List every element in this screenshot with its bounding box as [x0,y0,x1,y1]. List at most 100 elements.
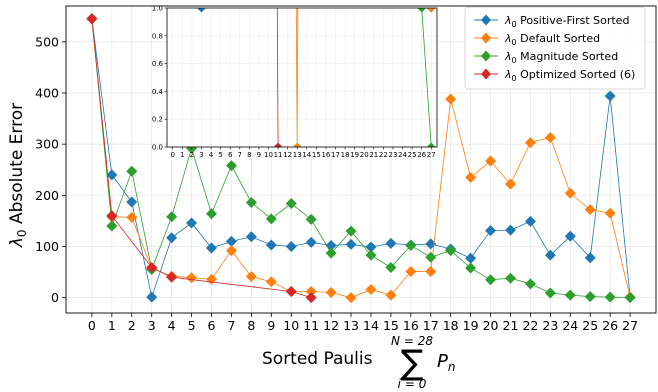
data-point [345,292,357,304]
data-point [624,292,636,304]
x-tick-label: 14 [363,318,379,333]
data-point [166,232,178,244]
data-point [485,155,497,167]
legend-diamond-icon [481,14,491,26]
legend-item: λ0 Positive-First Sorted [474,14,629,29]
inset-x-tick-label: 23 [388,151,397,159]
inset-x-tick-label: 25 [408,151,417,159]
series-line [91,18,631,299]
y-axis-ticks: 0 100 200 300 400 500 [35,34,66,305]
inset-x-tick-label: 15 [312,151,321,159]
x-tick-label: 21 [503,318,519,333]
inset-x-tick-label: 5 [218,151,222,159]
data-point [305,286,317,298]
data-point [385,261,397,273]
inset-x-tick-label: 12 [283,151,292,159]
legend-item: λ0 Magnitude Sorted [474,50,618,65]
inset-x-tick-label: 4 [209,151,214,159]
data-point [425,266,437,278]
inset-x-ticks: 0 1 2 3 4 5 6 7 8 9 10 11 12 13 14 15 16 17 18 19 20 21 22 23 24… [171,147,436,159]
data-point [126,196,138,208]
legend-diamond-icon [481,68,491,80]
x-tick-label: 13 [343,318,359,333]
data-point [305,236,317,248]
data-point [106,169,118,181]
inset-chart: 0 1 2 3 4 5 6 7 8 9 10 11 12 13 14 15 16 17 18 19 20 21 22 23 24… [152,5,438,159]
inset-x-tick-label: 6 [228,151,233,159]
inset-series-group [273,8,283,147]
inset-y-tick-label: 0.2 [152,116,163,124]
y-tick-label: 0 [51,290,59,305]
data-point [445,245,457,257]
inset-data-point [417,8,427,13]
x-tick-label: 3 [148,318,156,333]
x-tick-label: 22 [522,318,538,333]
inset-x-tick-label: 20 [360,151,369,159]
x-tick-label: 27 [622,318,638,333]
data-point [385,237,397,249]
x-tick-label: 26 [602,318,618,333]
x-tick-label: 0 [88,318,96,333]
inset-x-tick-label: 22 [379,151,388,159]
x-tick-label: 24 [562,318,578,333]
data-point [504,224,516,236]
data-point [166,271,178,283]
inset-y-tick-label: 0.8 [152,32,163,40]
inset-x-tick-label: 10 [264,151,273,159]
data-point [425,251,437,263]
data-point [146,261,158,273]
inset-y-tick-label: 1.0 [152,5,163,13]
legend-label: λ0 Default Sorted [504,32,600,47]
inset-y-tick-label: 0.6 [152,60,164,68]
data-point [564,230,576,242]
data-point [544,249,556,261]
legend: λ0 Positive-First Sorted λ0 Default Sort… [464,6,646,90]
data-point [285,240,297,252]
x-tick-label: 7 [227,318,235,333]
x-tick-label: 17 [423,318,439,333]
x-tick-label: 25 [582,318,598,333]
inset-x-tick-label: 24 [398,151,407,159]
x-tick-label: 11 [303,318,319,333]
inset-y-tick-label: 0.0 [152,144,163,152]
inset-x-tick-label: 21 [369,151,378,159]
y-tick-label: 300 [35,137,59,152]
data-point [225,160,237,172]
x-tick-label: 15 [383,318,399,333]
data-point [106,220,118,232]
data-point [365,249,377,261]
inset-x-tick-label: 1 [180,151,184,159]
inset-x-tick-label: 9 [257,151,261,159]
data-point [465,262,477,274]
main-frame [65,5,657,314]
inset-x-tick-label: 13 [293,151,302,159]
legend-box [464,6,646,90]
data-point [86,13,98,25]
legend-item: λ0 Default Sorted [474,32,600,47]
inset-x-tick-label: 16 [321,151,330,159]
x-tick-label: 23 [542,318,558,333]
inset-data-point [426,8,436,13]
data-point [524,137,536,149]
x-tick-label: 10 [283,318,299,333]
inset-series-group [292,8,436,147]
x-tick-label: 1 [108,318,116,333]
data-point [604,207,616,219]
data-point [245,231,257,243]
series-group [86,13,636,304]
data-point [584,204,596,216]
legend-label: λ0 Positive-First Sorted [504,14,629,29]
data-point [405,266,417,278]
data-point [504,272,516,284]
x-tick-label: 18 [443,318,459,333]
series-line [91,18,631,299]
inset-x-tick-label: 3 [199,151,203,159]
data-point [265,213,277,225]
x-tick-label: 20 [483,318,499,333]
inset-x-tick-label: 0 [171,151,175,159]
data-point [245,271,257,283]
inset-x-tick-label: 26 [417,151,426,159]
y-tick-label: 500 [35,34,59,49]
data-point [166,211,178,223]
